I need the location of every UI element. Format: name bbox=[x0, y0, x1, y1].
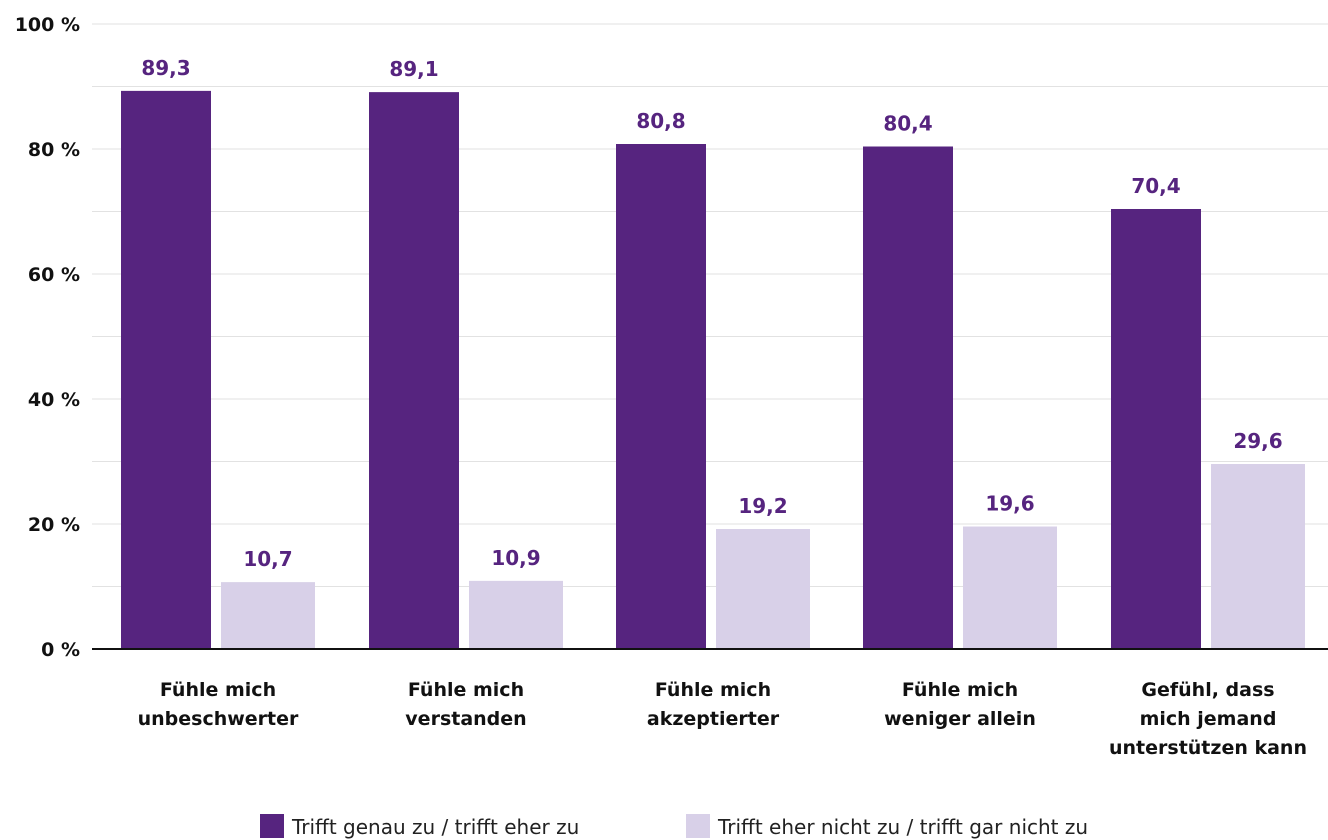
y-tick-label: 40 % bbox=[28, 389, 80, 411]
bar bbox=[121, 90, 211, 649]
bar bbox=[369, 92, 459, 649]
y-tick-label: 100 % bbox=[15, 14, 80, 36]
bar bbox=[963, 526, 1057, 649]
legend-label: Trifft eher nicht zu / trifft gar nicht … bbox=[717, 815, 1088, 839]
data-label: 19,2 bbox=[738, 494, 787, 518]
data-label: 80,8 bbox=[636, 109, 685, 133]
data-label: 89,3 bbox=[141, 56, 190, 80]
x-tick-label: Fühle mich weniger allein bbox=[884, 679, 1036, 730]
x-tick-label: Fühle mich verstanden bbox=[405, 679, 526, 730]
x-tick-label: Gefühl, dass mich jemand unterstützen kann bbox=[1109, 679, 1307, 759]
bars bbox=[121, 90, 1305, 649]
data-label: 89,1 bbox=[389, 57, 438, 81]
y-tick-label: 60 % bbox=[28, 264, 80, 286]
data-label: 10,9 bbox=[491, 546, 540, 570]
legend: Trifft genau zu / trifft eher zu Trifft e… bbox=[260, 814, 1088, 839]
legend-label: Trifft genau zu / trifft eher zu bbox=[291, 815, 579, 839]
bar bbox=[469, 580, 563, 649]
bar bbox=[863, 146, 953, 649]
data-label: 10,7 bbox=[243, 547, 292, 571]
bar bbox=[616, 144, 706, 649]
bar bbox=[221, 582, 315, 649]
bar bbox=[716, 529, 810, 649]
value-labels: 89,3 89,1 80,8 80,4 70,4 10,7 10,9 19,2 19,6 29,6 bbox=[141, 56, 1282, 571]
data-label: 29,6 bbox=[1233, 429, 1282, 453]
y-tick-label: 0 % bbox=[41, 639, 80, 661]
gridlines bbox=[92, 23, 1328, 587]
y-axis-ticks: 0 % 20 % 40 % 60 % 80 % 100 % bbox=[15, 14, 80, 661]
legend-swatch bbox=[686, 814, 710, 838]
legend-swatch bbox=[260, 814, 284, 838]
y-tick-label: 20 % bbox=[28, 514, 80, 536]
x-axis-category-labels: Fühle mich unbeschwerter Fühle mich verstan… bbox=[138, 679, 1307, 759]
x-tick-label: Fühle mich unbeschwerter bbox=[138, 679, 299, 730]
data-label: 80,4 bbox=[883, 112, 932, 136]
y-tick-label: 80 % bbox=[28, 139, 80, 161]
x-tick-label: Fühle mich akzeptierter bbox=[647, 679, 780, 730]
data-label: 70,4 bbox=[1131, 174, 1180, 198]
data-label: 19,6 bbox=[985, 492, 1034, 516]
bar bbox=[1211, 464, 1305, 649]
bar bbox=[1111, 209, 1201, 649]
